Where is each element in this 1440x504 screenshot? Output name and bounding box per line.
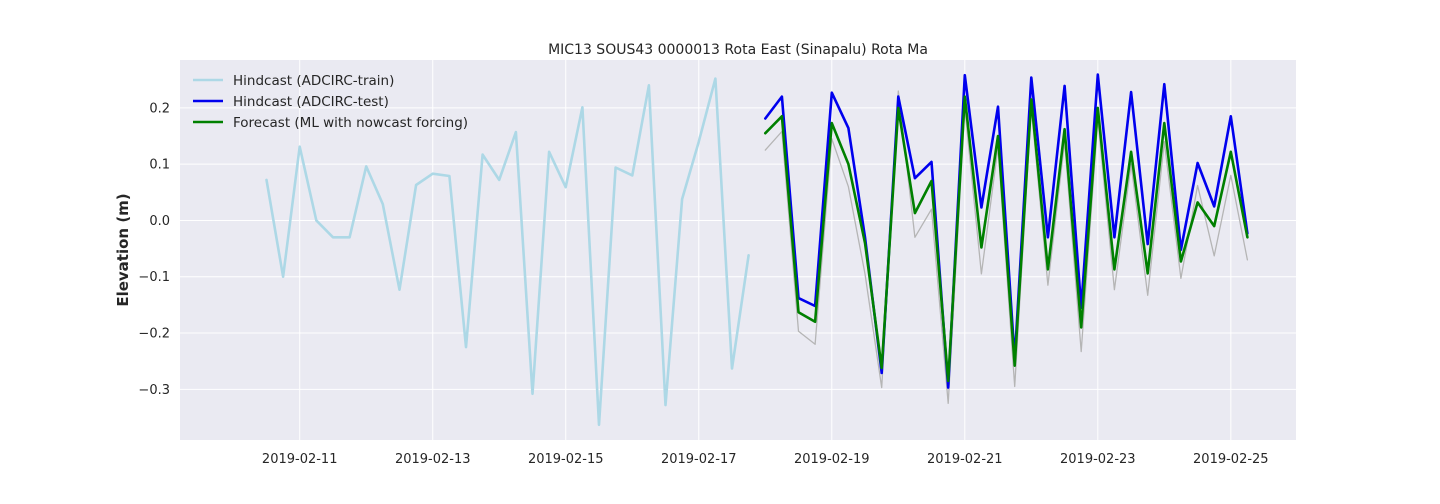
- y-tick-label: 0.0: [149, 214, 170, 229]
- x-tick-label: 2019-02-11: [262, 452, 338, 467]
- x-tick-label: 2019-02-25: [1193, 452, 1269, 467]
- y-axis-label: Elevation (m): [114, 193, 132, 306]
- y-tick-label: −0.2: [138, 327, 170, 342]
- y-tick-label: −0.3: [138, 383, 170, 398]
- y-tick-label: 0.2: [149, 101, 170, 116]
- x-tick-labels: 2019-02-11 2019-02-13 2019-02-15 2019-02-17…: [262, 452, 1269, 467]
- x-tick-label: 2019-02-23: [1060, 452, 1136, 467]
- x-tick-label: 2019-02-13: [395, 452, 471, 467]
- legend: Hindcast (ADCIRC-train) Hindcast (ADCIRC-…: [193, 73, 468, 131]
- y-tick-label: 0.1: [149, 158, 170, 173]
- y-tick-label: −0.1: [138, 270, 170, 285]
- x-tick-label: 2019-02-21: [927, 452, 1003, 467]
- legend-label: Forecast (ML with nowcast forcing): [233, 115, 468, 131]
- series-line-0: [265, 77, 750, 427]
- series-layer: [265, 73, 1249, 427]
- chart-title: MIC13 SOUS43 0000013 Rota East (Sinapalu…: [548, 42, 928, 58]
- x-tick-label: 2019-02-19: [794, 452, 870, 467]
- x-tick-label: 2019-02-17: [661, 452, 737, 467]
- legend-label: Hindcast (ADCIRC-test): [233, 94, 389, 110]
- legend-label: Hindcast (ADCIRC-train): [233, 73, 394, 89]
- series-line-2: [763, 95, 1249, 383]
- y-tick-labels: −0.3 −0.2 −0.1 0.0 0.1 0.2: [138, 101, 170, 397]
- x-tick-label: 2019-02-15: [528, 452, 604, 467]
